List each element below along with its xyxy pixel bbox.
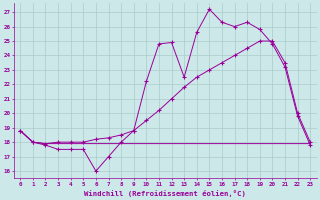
X-axis label: Windchill (Refroidissement éolien,°C): Windchill (Refroidissement éolien,°C): [84, 190, 246, 197]
